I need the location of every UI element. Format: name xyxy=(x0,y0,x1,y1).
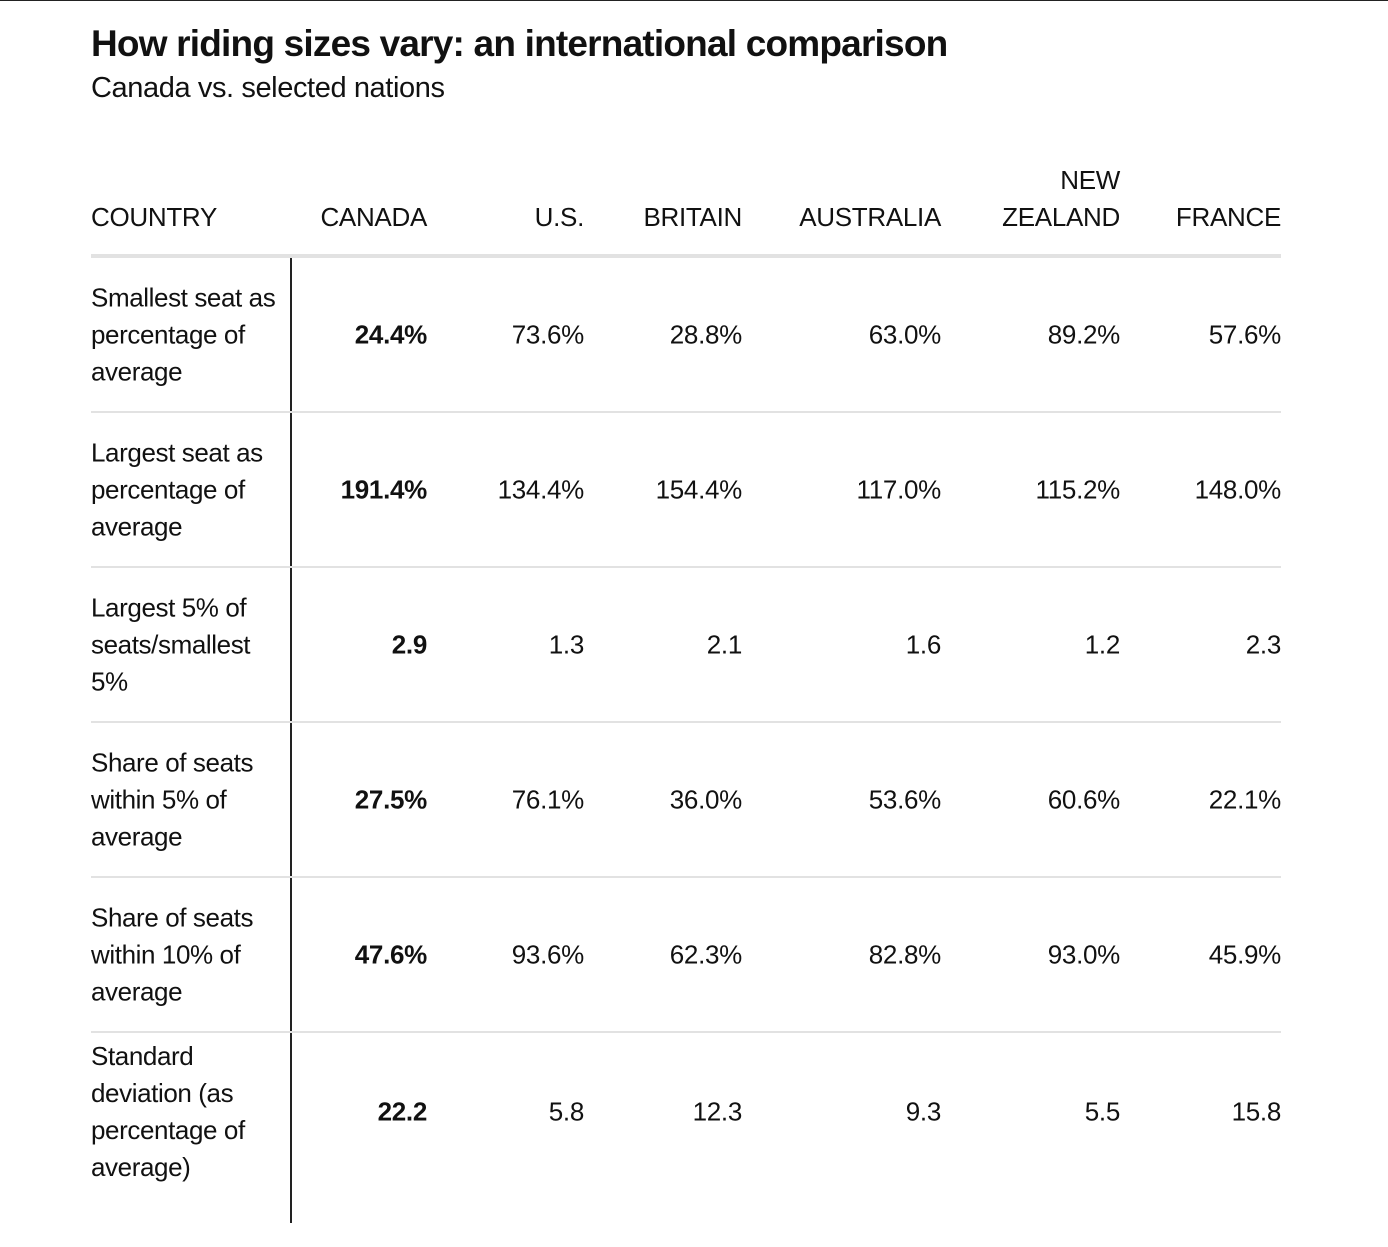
table-cell: 2.1 xyxy=(706,629,743,659)
table-cell: 15.8 xyxy=(1231,1096,1282,1127)
table-cell: 89.2% xyxy=(1047,319,1121,349)
table-cell: 93.0% xyxy=(1047,939,1121,969)
table-cell: 148.0% xyxy=(1194,474,1282,504)
column-header-britain: BRITAIN xyxy=(643,202,742,232)
row-label: Share of seats within 10% of average xyxy=(91,902,254,1006)
table-cell: 154.4% xyxy=(655,474,743,504)
table-row: Smallest seat as percentage of average 24… xyxy=(91,258,1281,413)
table-cell: 115.2% xyxy=(1035,474,1121,504)
table-cell: 22.2 xyxy=(377,1096,428,1127)
column-header-australia: AUSTRALIA xyxy=(799,202,941,232)
table-cell: 63.0% xyxy=(868,319,942,349)
table-row: Largest seat as percentage of average 191… xyxy=(91,413,1281,568)
table-cell: 1.3 xyxy=(548,629,585,659)
table-row: Share of seats within 5% of average 27.5%… xyxy=(91,723,1281,878)
table-header-row: COUNTRY CANADA U.S. BRITAIN AUSTRALIA NE… xyxy=(91,160,1281,258)
label-column-divider xyxy=(290,258,292,1223)
row-label: Largest 5% of seats/smallest 5% xyxy=(91,592,251,696)
header-rule xyxy=(91,254,1281,258)
table-cell: 9.3 xyxy=(905,1096,942,1127)
table-cell: 53.6% xyxy=(868,784,942,814)
table-cell: 5.8 xyxy=(548,1096,585,1127)
table-cell: 1.2 xyxy=(1084,629,1121,659)
table-row: Largest 5% of seats/smallest 5% 2.9 1.3 2.1… xyxy=(91,568,1281,723)
row-label: Largest seat as percentage of average xyxy=(91,437,263,541)
column-header-canada: CANADA xyxy=(320,202,427,232)
top-rule xyxy=(0,0,1388,1)
table-cell: 45.9% xyxy=(1208,939,1282,969)
column-header-country: COUNTRY xyxy=(91,202,217,232)
table-cell: 82.8% xyxy=(868,939,942,969)
comparison-table: COUNTRY CANADA U.S. BRITAIN AUSTRALIA NE… xyxy=(91,160,1281,1223)
column-header-new-zealand: NEW ZEALAND xyxy=(1002,165,1120,232)
table-body: Smallest seat as percentage of average 24… xyxy=(91,258,1281,1191)
column-header-france: FRANCE xyxy=(1175,202,1281,232)
table-cell: 191.4% xyxy=(340,474,428,504)
table-cell: 5.5 xyxy=(1084,1096,1121,1127)
chart-title: How riding sizes vary: an international … xyxy=(91,23,948,64)
table-cell: 93.6% xyxy=(511,939,585,969)
table-cell: 2.9 xyxy=(391,629,428,659)
table-cell: 27.5% xyxy=(354,784,428,814)
table-cell: 28.8% xyxy=(669,319,743,349)
chart-subtitle: Canada vs. selected nations xyxy=(91,72,445,104)
table-cell: 134.4% xyxy=(497,474,585,504)
table-row: Standard deviation (as percentage of ave… xyxy=(91,1033,1281,1191)
row-label: Share of seats within 5% of average xyxy=(91,747,254,851)
table-cell: 73.6% xyxy=(511,319,585,349)
table-cell: 57.6% xyxy=(1208,319,1282,349)
table-cell: 47.6% xyxy=(354,939,428,969)
table-cell: 36.0% xyxy=(669,784,743,814)
table-cell: 24.4% xyxy=(354,319,428,349)
table-cell: 60.6% xyxy=(1047,784,1121,814)
column-header-us: U.S. xyxy=(534,202,585,232)
table-cell: 2.3 xyxy=(1245,629,1282,659)
table-cell: 12.3 xyxy=(692,1096,743,1127)
table-cell: 1.6 xyxy=(905,629,942,659)
table-row: Share of seats within 10% of average 47.6… xyxy=(91,878,1281,1033)
row-label: Smallest seat as percentage of average xyxy=(91,282,276,386)
table-cell: 22.1% xyxy=(1208,784,1282,814)
table-cell: 117.0% xyxy=(856,474,942,504)
table-cell: 76.1% xyxy=(511,784,585,814)
table-cell: 62.3% xyxy=(669,939,743,969)
row-label: Standard deviation (as percentage of ave… xyxy=(91,1041,245,1182)
